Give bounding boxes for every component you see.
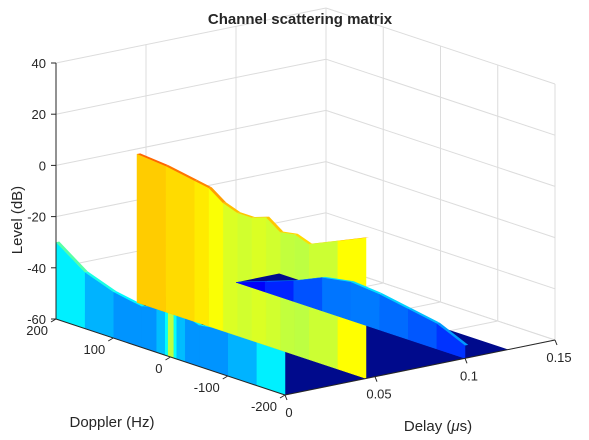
surface-top: [379, 293, 411, 309]
surface-top: [56, 241, 88, 273]
x-tick-label: 0.05: [366, 387, 391, 402]
grid-line: [55, 58, 327, 115]
grid-line: [325, 58, 556, 136]
x-axis-label-mu: μ: [450, 418, 459, 435]
surface-face: [236, 212, 252, 341]
surface-top: [236, 280, 268, 283]
y-tick-label: 100: [84, 342, 106, 357]
surface-top: [84, 271, 117, 292]
x-axis-label: Delay (μs): [404, 418, 472, 435]
y-tick-label: -200: [251, 399, 277, 414]
grid-line: [325, 161, 556, 239]
chart-title: Channel scattering matrix: [208, 11, 393, 28]
y-tick-label: -100: [194, 380, 220, 395]
x-tick-mark: [374, 376, 378, 382]
y-tick-label: 0: [155, 361, 162, 376]
x-axis-label-suffix: s): [460, 418, 473, 435]
grid-line: [325, 7, 556, 85]
y-tick-label: 200: [26, 323, 48, 338]
grid-line: [55, 7, 327, 64]
surface-face: [222, 202, 238, 337]
surface-top: [337, 237, 370, 241]
surface-face: [165, 165, 195, 322]
surface-top: [350, 281, 383, 294]
surface-top: [294, 233, 312, 245]
x-axis-line: [284, 339, 556, 396]
z-tick-label: 40: [32, 56, 46, 71]
x-tick-label: 0.15: [546, 350, 571, 365]
z-tick-label: -20: [27, 210, 46, 225]
y-tick-mark: [279, 394, 286, 399]
surface-top: [237, 212, 255, 218]
z-axis-label: Level (dB): [9, 186, 26, 254]
surface-top: [165, 165, 198, 181]
surface-top: [407, 307, 440, 324]
surface-top: [293, 276, 326, 281]
z-tick-label: 20: [32, 107, 46, 122]
surface-top: [265, 216, 284, 233]
y-tick-mark: [165, 356, 171, 361]
surface-top: [222, 202, 241, 213]
surface-top: [264, 280, 297, 282]
y-tick-mark: [222, 375, 229, 380]
surface-face: [84, 271, 114, 339]
surface-face: [208, 187, 224, 332]
surface-layer: [55, 153, 509, 396]
surface-top: [436, 322, 469, 346]
surface-face: [194, 180, 209, 327]
x-tick-label: 0: [285, 405, 292, 420]
z-tick-label: -60: [27, 312, 46, 327]
surface-top: [194, 180, 212, 189]
y-tick-mark: [107, 337, 114, 342]
x-tick-mark: [464, 358, 468, 364]
axis-layer: 00.050.10.15-200-1000100200-60-40-200204…: [26, 56, 571, 420]
surface-face: [136, 153, 166, 313]
surface-top: [137, 153, 169, 167]
surface-face: [141, 305, 157, 353]
z-tick-label: -40: [27, 261, 46, 276]
grid-line: [55, 109, 327, 166]
y-axis-label: Doppler (Hz): [69, 414, 154, 431]
surface-top: [321, 276, 354, 282]
z-tick-label: 0: [39, 158, 46, 173]
surface-top: [208, 187, 227, 203]
x-tick-mark: [284, 394, 288, 401]
grid-line: [325, 212, 556, 290]
surface-top: [251, 216, 270, 218]
x-tick-mark: [554, 339, 558, 346]
surface-top: [308, 240, 341, 245]
grid-line: [325, 109, 556, 187]
x-tick-label: 0.1: [460, 368, 478, 383]
x-axis-label-prefix: Delay (: [404, 418, 452, 435]
surface-top: [280, 231, 298, 235]
